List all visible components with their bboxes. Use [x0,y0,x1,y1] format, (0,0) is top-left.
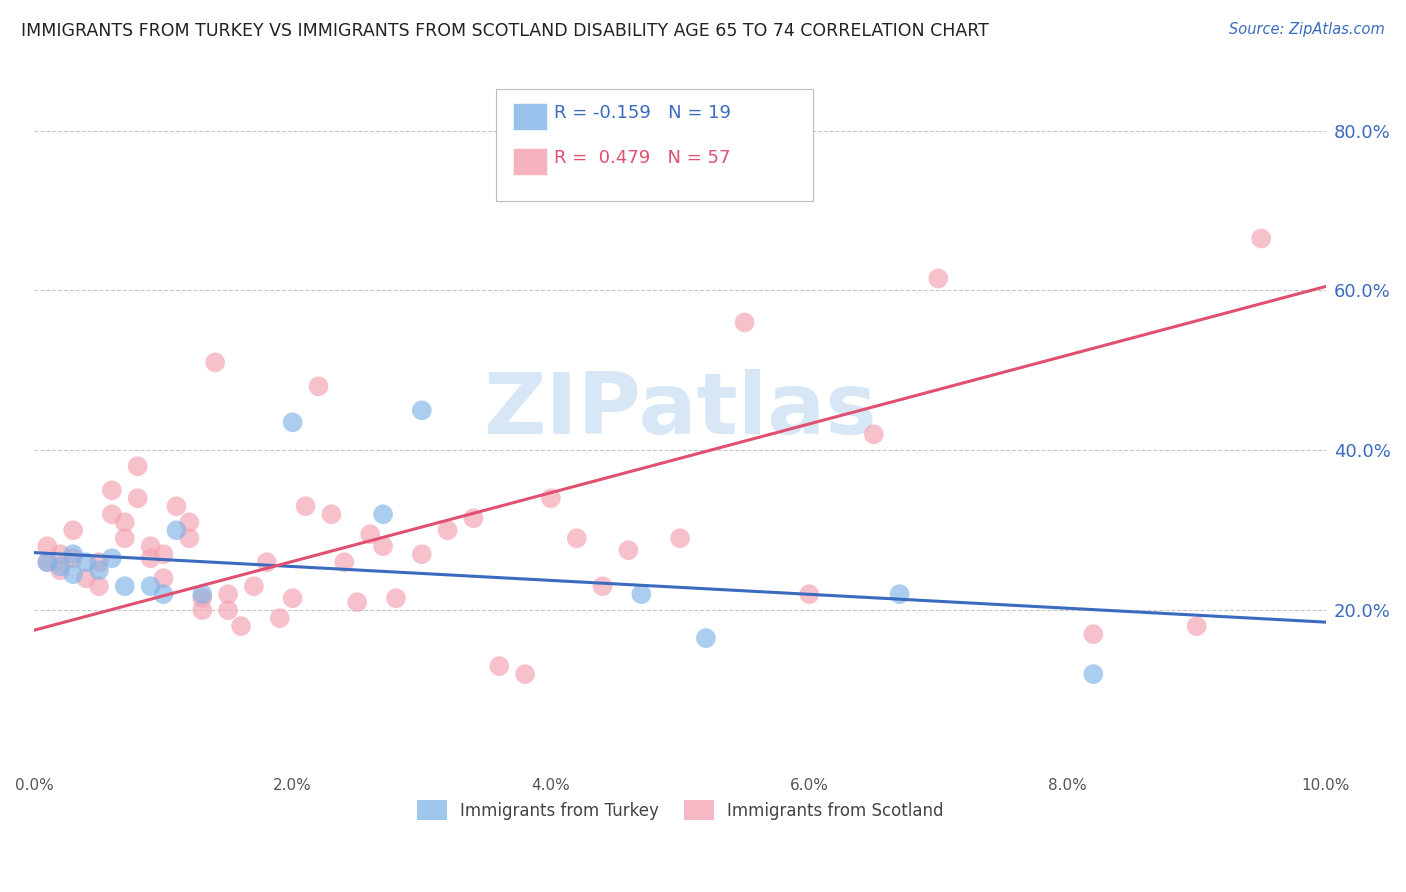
Point [101,508,124,522]
Point [139,551,162,566]
Point [101,551,124,566]
Point [152,547,174,561]
Point [49,563,72,577]
Point [669,531,692,545]
Point [114,531,136,545]
Point [630,587,652,601]
Point [152,571,174,585]
Point [346,595,368,609]
Point [127,491,149,506]
Text: IMMIGRANTS FROM TURKEY VS IMMIGRANTS FROM SCOTLAND DISABILITY AGE 65 TO 74 CORRE: IMMIGRANTS FROM TURKEY VS IMMIGRANTS FRO… [21,22,988,40]
Point [1250,231,1272,245]
Point [695,631,717,645]
Point [114,515,136,529]
Point [436,523,458,537]
Point [862,427,884,442]
Point [75,571,97,585]
Point [49,559,72,574]
Text: Source: ZipAtlas.com: Source: ZipAtlas.com [1229,22,1385,37]
Point [308,379,330,393]
Point [359,527,381,541]
Point [371,508,394,522]
Point [62,551,84,566]
Point [62,567,84,582]
Point [217,603,239,617]
Point [152,587,174,601]
Point [385,591,408,606]
Point [87,563,110,577]
Point [114,579,136,593]
Point [294,500,316,514]
Point [333,555,356,569]
Point [87,579,110,593]
Point [734,315,756,329]
Point [204,355,226,369]
Text: R =  0.479   N = 57: R = 0.479 N = 57 [554,149,731,167]
Point [87,555,110,569]
Point [281,415,304,429]
Point [37,555,59,569]
Point [101,483,124,498]
Text: ZIPatlas: ZIPatlas [484,368,877,452]
Text: R = -0.159   N = 19: R = -0.159 N = 19 [554,104,731,122]
Point [411,403,433,417]
Point [179,531,201,545]
Point [1083,667,1105,681]
Point [488,659,510,673]
Point [1185,619,1208,633]
Point [191,603,214,617]
Point [592,579,614,593]
Point [165,500,187,514]
Point [269,611,291,625]
Point [463,511,485,525]
Point [321,508,343,522]
Point [243,579,266,593]
Point [889,587,911,601]
Point [540,491,562,506]
Point [256,555,278,569]
Point [75,555,97,569]
Point [37,539,59,553]
Point [513,667,536,681]
Point [799,587,821,601]
Point [62,547,84,561]
Point [179,515,201,529]
Point [411,547,433,561]
Point [229,619,252,633]
Point [565,531,588,545]
Point [191,587,214,601]
Point [281,591,304,606]
Point [927,271,949,285]
Point [191,591,214,606]
Point [37,555,59,569]
Point [139,539,162,553]
Legend: Immigrants from Turkey, Immigrants from Scotland: Immigrants from Turkey, Immigrants from … [411,794,950,826]
Point [139,579,162,593]
Point [217,587,239,601]
Point [1083,627,1105,641]
Point [371,539,394,553]
Point [49,547,72,561]
Point [62,523,84,537]
Point [127,459,149,474]
Point [617,543,640,558]
Point [165,523,187,537]
